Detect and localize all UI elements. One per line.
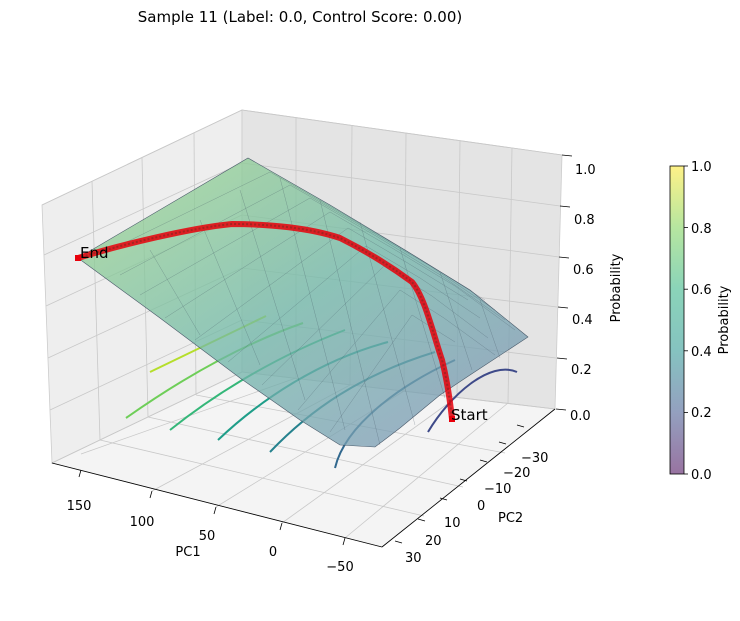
y-tick-label: −10 (484, 482, 511, 497)
y-tick-label: 10 (444, 516, 461, 531)
z-axis: 0.0 0.2 0.4 0.6 0.8 1.0 Probability (555, 154, 624, 424)
trajectory (75, 220, 455, 422)
trajectory-end-marker (75, 255, 81, 261)
colorbar-tick-label: 1.0 (691, 160, 712, 175)
colorbar-tick-label: 0.4 (691, 345, 712, 360)
colorbar-tick-label: 0.6 (691, 283, 712, 298)
z-tick-label: 0.4 (572, 313, 593, 328)
y-tick-label: −20 (503, 466, 530, 481)
y-tick-label: −30 (521, 451, 548, 466)
trajectory-start-marker (449, 416, 455, 422)
contour-line (427, 368, 518, 433)
y-tick-label: 0 (477, 499, 485, 514)
z-tick-label: 0.2 (571, 363, 592, 378)
z-axis-label: Probability (609, 253, 624, 322)
chart-title: Sample 11 (Label: 0.0, Control Score: 0.… (138, 8, 462, 26)
x-axis-label: PC1 (175, 545, 200, 560)
z-tick-label: 1.0 (575, 163, 596, 178)
trajectory-line-overlay (77, 222, 453, 420)
x-tick-label: −50 (326, 560, 353, 575)
start-annotation: Start (451, 406, 488, 424)
end-annotation: End (80, 244, 109, 262)
y-tick-label: 30 (405, 551, 422, 566)
x-tick-label: 100 (130, 515, 155, 530)
y-tick-label: 20 (425, 534, 442, 549)
colorbar-tick-label: 0.8 (691, 222, 712, 237)
y-axis-label: PC2 (498, 511, 523, 526)
colorbar-tick-label: 0.2 (691, 406, 712, 421)
x-tick-label: 150 (67, 499, 92, 514)
z-tick-label: 0.8 (574, 213, 595, 228)
x-tick-label: 50 (199, 529, 216, 544)
colorbar-tick-label: 0.0 (691, 468, 712, 483)
y-axis: −30 −20 −10 0 10 20 30 PC2 (381, 408, 556, 566)
colorbar-gradient (669, 165, 685, 475)
x-axis: 150 100 50 0 −50 PC1 (51, 462, 383, 575)
z-tick-label: 0.6 (573, 263, 594, 278)
x-tick-label: 0 (269, 545, 277, 560)
colorbar: 0.0 0.2 0.4 0.6 0.8 1.0 Probability (669, 160, 732, 483)
z-tick-label: 0.0 (570, 409, 591, 424)
colorbar-label: Probability (717, 285, 732, 354)
